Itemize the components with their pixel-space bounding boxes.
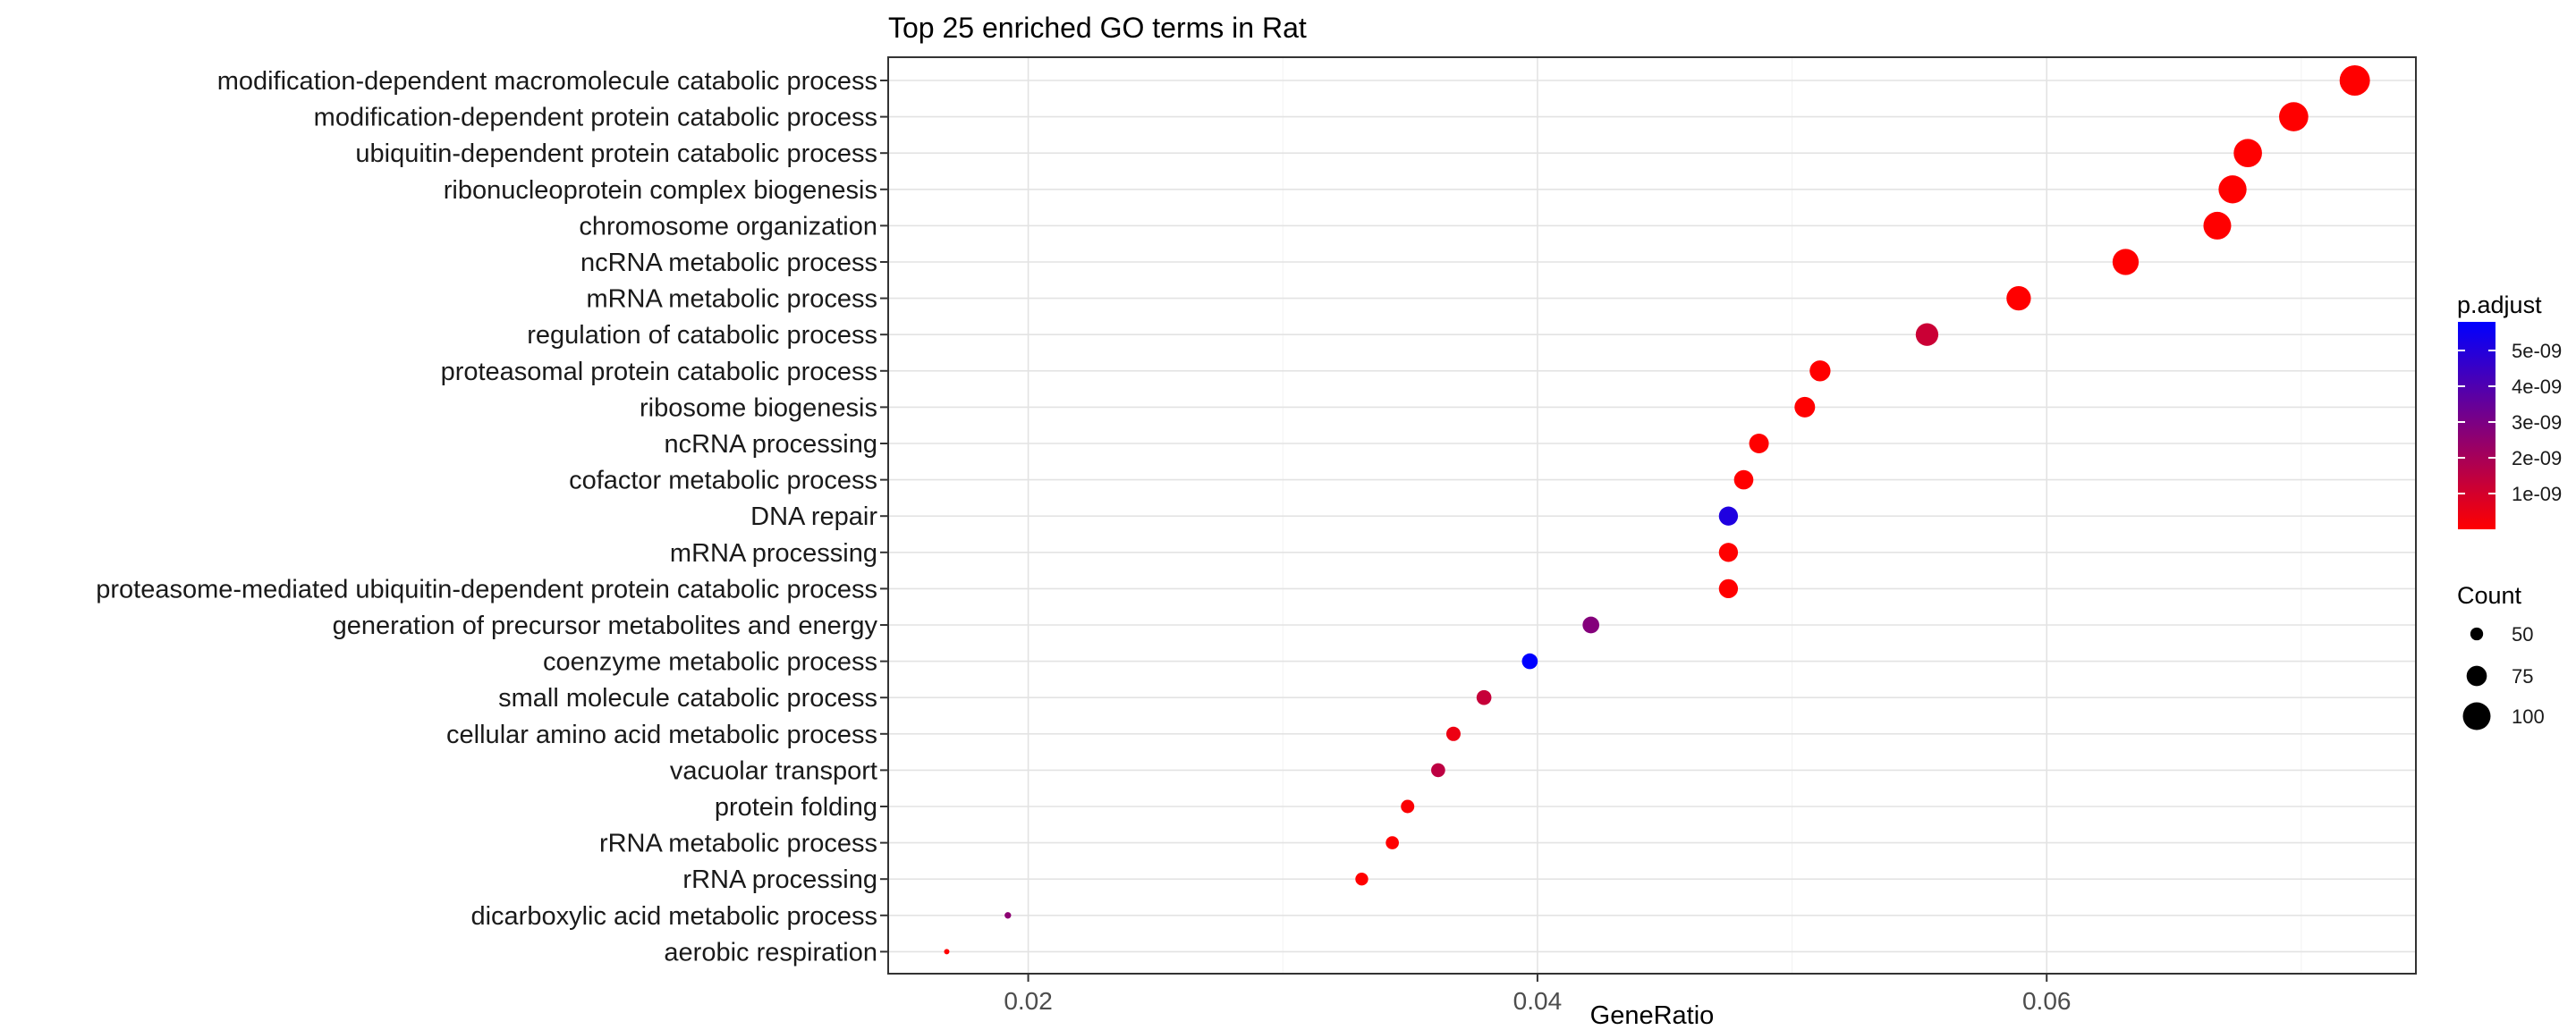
color-legend-title: p.adjust bbox=[2457, 291, 2542, 318]
data-point bbox=[1004, 912, 1012, 919]
data-point bbox=[2233, 139, 2262, 168]
y-term-label: ribonucleoprotein complex biogenesis bbox=[444, 176, 877, 205]
y-term-label: rRNA processing bbox=[682, 865, 877, 894]
y-term-label: chromosome organization bbox=[579, 212, 877, 241]
color-legend-tick-label: 5e-09 bbox=[2512, 340, 2562, 362]
y-term-label: proteasome-mediated ubiquitin-dependent … bbox=[96, 575, 877, 604]
x-axis-title: GeneRatio bbox=[1590, 1001, 1715, 1030]
data-point bbox=[944, 949, 950, 955]
data-point bbox=[1718, 543, 1739, 562]
data-point bbox=[1794, 396, 1816, 418]
y-term-label: generation of precursor metabolites and … bbox=[333, 612, 878, 640]
size-legend-label: 100 bbox=[2512, 705, 2545, 728]
size-legend-label: 75 bbox=[2512, 665, 2533, 688]
data-point bbox=[2339, 65, 2370, 96]
data-point bbox=[1749, 434, 1769, 453]
y-term-label: ncRNA metabolic process bbox=[580, 249, 877, 277]
data-point bbox=[2112, 249, 2140, 275]
y-term-label: protein folding bbox=[715, 793, 877, 822]
y-term-label: DNA repair bbox=[750, 502, 877, 531]
data-point bbox=[1476, 689, 1492, 705]
data-point bbox=[2279, 102, 2309, 131]
color-legend: p.adjust 1e-09 2e-09 3e-09 4e-09 5e-09 bbox=[2457, 291, 2562, 529]
size-legend-keys: 50 75 100 bbox=[2462, 623, 2545, 730]
y-term-label: mRNA metabolic process bbox=[586, 285, 877, 314]
data-point bbox=[2218, 175, 2247, 204]
data-point bbox=[1718, 578, 1739, 599]
color-legend-tick-label: 4e-09 bbox=[2512, 376, 2562, 398]
color-legend-tick-label: 2e-09 bbox=[2512, 447, 2562, 469]
size-legend-title: Count bbox=[2457, 582, 2522, 609]
data-point bbox=[2203, 211, 2232, 240]
size-legend-key bbox=[2470, 627, 2484, 641]
y-term-label: cellular amino acid metabolic process bbox=[446, 721, 877, 749]
x-axis-ticks bbox=[1027, 974, 2048, 982]
x-axis-tick-labels: 0.02 0.04 0.06 bbox=[1004, 987, 2071, 1015]
data-point bbox=[1733, 469, 1754, 490]
y-term-label: coenzyme metabolic process bbox=[543, 648, 877, 677]
data-point bbox=[1385, 836, 1399, 849]
color-legend-bar bbox=[2458, 322, 2496, 529]
y-term-label: mRNA processing bbox=[670, 539, 877, 568]
y-axis-term-labels: modification-dependent macromolecule cat… bbox=[96, 67, 877, 967]
y-term-label: small molecule catabolic process bbox=[498, 684, 877, 713]
y-term-label: cofactor metabolic process bbox=[569, 467, 877, 495]
y-term-label: dicarboxylic acid metabolic process bbox=[470, 902, 877, 931]
data-point bbox=[1582, 616, 1600, 634]
size-legend-label: 50 bbox=[2512, 623, 2533, 646]
color-legend-tick-label: 3e-09 bbox=[2512, 411, 2562, 434]
data-point bbox=[1809, 360, 1831, 382]
y-term-label: rRNA metabolic process bbox=[599, 830, 877, 858]
y-term-label: modification-dependent protein catabolic… bbox=[314, 104, 877, 132]
y-term-label: proteasomal protein catabolic process bbox=[441, 358, 877, 386]
data-point bbox=[1915, 323, 1939, 346]
data-points bbox=[944, 65, 2370, 955]
color-legend-ticks: 1e-09 2e-09 3e-09 4e-09 5e-09 bbox=[2458, 340, 2562, 505]
data-point bbox=[1401, 799, 1415, 814]
data-point bbox=[1445, 726, 1461, 741]
y-term-label: regulation of catabolic process bbox=[527, 321, 877, 350]
y-term-label: ncRNA processing bbox=[664, 430, 877, 459]
data-point bbox=[1355, 873, 1368, 886]
data-point bbox=[1521, 653, 1538, 670]
color-legend-tick-label: 1e-09 bbox=[2512, 483, 2562, 505]
x-tick-label: 0.02 bbox=[1004, 987, 1053, 1015]
chart-title: Top 25 enriched GO terms in Rat bbox=[888, 12, 1307, 44]
x-tick-label: 0.04 bbox=[1513, 987, 1563, 1015]
plot-gridlines bbox=[888, 57, 2416, 974]
x-tick-label: 0.06 bbox=[2022, 987, 2072, 1015]
size-legend: Count 50 75 100 bbox=[2457, 582, 2545, 730]
y-term-label: ubiquitin-dependent protein catabolic pr… bbox=[355, 139, 877, 168]
y-term-label: aerobic respiration bbox=[664, 938, 877, 967]
data-point bbox=[1718, 506, 1739, 526]
size-legend-key bbox=[2466, 665, 2487, 687]
data-point bbox=[1431, 763, 1445, 778]
y-axis-ticks bbox=[880, 80, 888, 953]
y-term-label: ribosome biogenesis bbox=[640, 393, 877, 422]
y-term-label: modification-dependent macromolecule cat… bbox=[217, 67, 877, 96]
y-term-label: vacuolar transport bbox=[670, 756, 877, 785]
data-point bbox=[2006, 285, 2031, 311]
size-legend-key bbox=[2462, 702, 2491, 730]
